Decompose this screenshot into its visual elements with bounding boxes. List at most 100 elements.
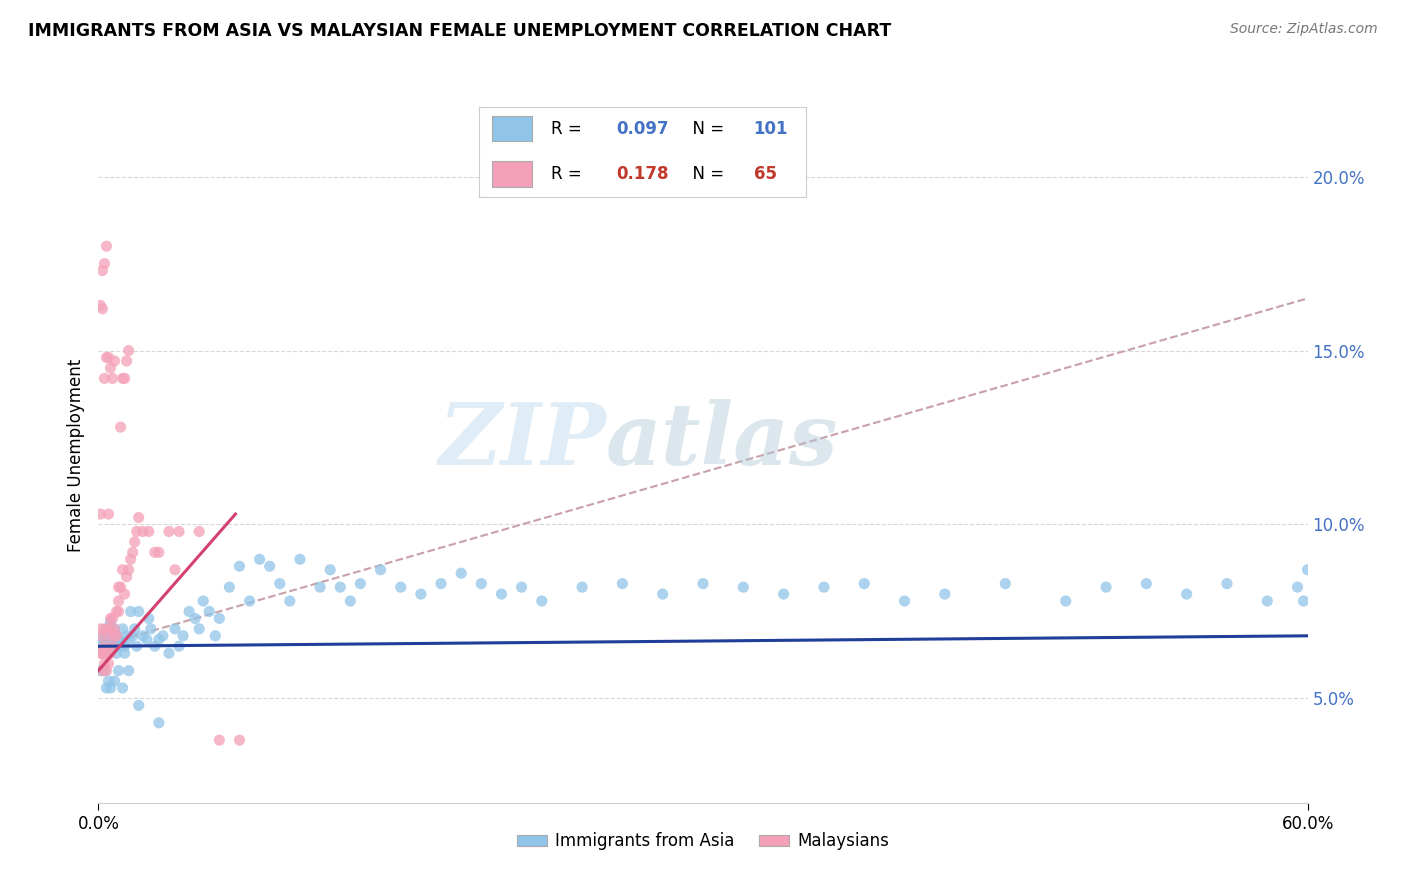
Point [107,664,129,678]
Point [105,629,128,643]
Point [128,510,150,524]
Point [96,664,118,678]
Point [239,594,262,608]
Point [115,354,138,368]
Point [167,639,190,653]
Point [110,420,132,434]
Point [143,639,166,653]
Point [93,639,115,653]
Point [470,576,492,591]
Point [115,629,138,643]
Point [1256,594,1278,608]
Point [128,605,150,619]
Point [91,263,114,277]
Point [97,629,120,643]
Point [157,646,180,660]
Point [91,646,114,660]
Point [97,629,120,643]
Point [111,681,134,695]
Point [89,664,111,678]
Point [93,257,115,271]
Point [118,664,141,678]
Point [138,524,160,539]
Point [179,605,201,619]
Point [100,646,122,660]
Point [111,371,134,385]
Point [188,622,211,636]
Point [89,507,111,521]
Point [118,343,141,358]
Point [110,636,132,650]
Point [93,646,115,660]
Point [772,587,794,601]
Point [91,301,114,316]
Point [530,594,553,608]
Point [110,580,132,594]
Point [121,629,143,643]
Point [269,576,291,591]
Point [692,576,714,591]
Point [135,632,157,647]
Point [101,611,124,625]
Point [349,576,371,591]
Point [163,622,186,636]
Point [91,646,114,660]
Point [103,674,125,689]
Point [651,587,673,601]
Point [184,611,207,625]
Point [103,622,125,636]
Point [89,639,111,653]
Legend: Immigrants from Asia, Malaysians: Immigrants from Asia, Malaysians [510,826,896,857]
Point [121,545,143,559]
Point [105,629,128,643]
Point [114,639,136,653]
Point [157,524,180,539]
Point [93,371,115,385]
Point [612,576,634,591]
Point [105,605,128,619]
Point [329,580,352,594]
Point [1175,587,1198,601]
Point [853,576,876,591]
Point [1292,594,1315,608]
Point [107,605,129,619]
Point [143,545,166,559]
Point [148,632,170,647]
Point [97,657,120,671]
Point [491,587,513,601]
Point [93,622,115,636]
Point [96,681,118,695]
Point [114,587,136,601]
Y-axis label: Female Unemployment: Female Unemployment [66,359,84,551]
Point [228,559,250,574]
Point [167,524,190,539]
Point [893,594,915,608]
Point [89,646,111,660]
Point [1095,580,1118,594]
Text: Source: ZipAtlas.com: Source: ZipAtlas.com [1230,22,1378,37]
Point [204,629,226,643]
Point [120,605,142,619]
Point [118,632,141,647]
Point [124,622,146,636]
Point [934,587,956,601]
Point [1216,576,1239,591]
Point [278,594,301,608]
Point [733,580,755,594]
Point [91,664,114,678]
Point [101,639,124,653]
Point [228,733,250,747]
Point [103,629,125,643]
Point [138,611,160,625]
Point [288,552,311,566]
Point [1054,594,1077,608]
Text: atlas: atlas [606,400,839,483]
Point [100,611,122,625]
Point [813,580,835,594]
Point [96,646,118,660]
Point [128,698,150,713]
Point [125,639,148,653]
Point [105,646,128,660]
Point [124,534,146,549]
Point [172,629,194,643]
